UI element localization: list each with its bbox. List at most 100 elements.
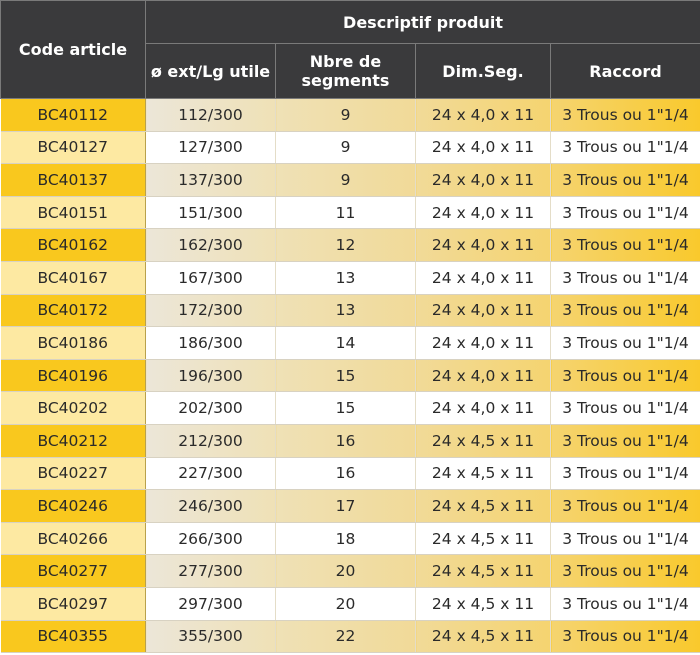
cell-raccord: 3 Trous ou 1"1/4 xyxy=(550,489,700,523)
table-row: BC40202 202/300 15 24 x 4,0 x 11 3 Trous ou … xyxy=(0,391,700,425)
cell-nbre-segments: 20 xyxy=(275,554,416,588)
cell-nbre-segments: 16 xyxy=(275,457,416,491)
cell-code-article: BC40172 xyxy=(0,294,146,328)
header-ext-lg: ø ext/Lg utile xyxy=(145,43,276,99)
cell-ext-lg: 172/300 xyxy=(145,294,276,328)
cell-nbre-segments: 14 xyxy=(275,326,416,360)
cell-ext-lg: 196/300 xyxy=(145,359,276,393)
cell-code-article: BC40277 xyxy=(0,554,146,588)
cell-nbre-segments: 12 xyxy=(275,228,416,262)
cell-code-article: BC40186 xyxy=(0,326,146,360)
cell-nbre-segments: 15 xyxy=(275,391,416,425)
header-raccord: Raccord xyxy=(549,43,700,99)
cell-nbre-segments: 11 xyxy=(275,196,416,230)
cell-nbre-segments: 17 xyxy=(275,489,416,523)
cell-raccord: 3 Trous ou 1"1/4 xyxy=(550,620,700,654)
cell-ext-lg: 212/300 xyxy=(145,424,276,458)
cell-nbre-segments: 9 xyxy=(275,131,416,165)
table-row: BC40137 137/300 9 24 x 4,0 x 11 3 Trous ou 1… xyxy=(0,163,700,197)
cell-ext-lg: 112/300 xyxy=(145,98,276,132)
cell-nbre-segments: 15 xyxy=(275,359,416,393)
table-row: BC40151 151/300 11 24 x 4,0 x 11 3 Trous ou … xyxy=(0,196,700,230)
cell-dim-seg: 24 x 4,5 x 11 xyxy=(415,522,551,556)
cell-raccord: 3 Trous ou 1"1/4 xyxy=(550,326,700,360)
table-row: BC40227 227/300 16 24 x 4,5 x 11 3 Trous ou … xyxy=(0,457,700,491)
table-body: BC40112 112/300 9 24 x 4,0 x 11 3 Trous ou 1… xyxy=(0,98,700,654)
cell-dim-seg: 24 x 4,0 x 11 xyxy=(415,359,551,393)
table-row: BC40246 246/300 17 24 x 4,5 x 11 3 Trous ou … xyxy=(0,489,700,523)
header-descriptif-produit: Descriptif produit xyxy=(144,0,700,44)
table-row: BC40196 196/300 15 24 x 4,0 x 11 3 Trous ou … xyxy=(0,359,700,393)
cell-dim-seg: 24 x 4,5 x 11 xyxy=(415,587,551,621)
cell-raccord: 3 Trous ou 1"1/4 xyxy=(550,228,700,262)
cell-dim-seg: 24 x 4,0 x 11 xyxy=(415,163,551,197)
cell-raccord: 3 Trous ou 1"1/4 xyxy=(550,294,700,328)
cell-raccord: 3 Trous ou 1"1/4 xyxy=(550,196,700,230)
table-row: BC40172 172/300 13 24 x 4,0 x 11 3 Trous ou … xyxy=(0,294,700,328)
cell-ext-lg: 227/300 xyxy=(145,457,276,491)
table-row: BC40297 297/300 20 24 x 4,5 x 11 3 Trous ou … xyxy=(0,587,700,621)
cell-code-article: BC40196 xyxy=(0,359,146,393)
cell-raccord: 3 Trous ou 1"1/4 xyxy=(550,457,700,491)
table-row: BC40167 167/300 13 24 x 4,0 x 11 3 Trous ou … xyxy=(0,261,700,295)
table-header: Code article Descriptif produit ø ext/Lg… xyxy=(0,0,700,99)
cell-nbre-segments: 13 xyxy=(275,261,416,295)
cell-raccord: 3 Trous ou 1"1/4 xyxy=(550,587,700,621)
cell-raccord: 3 Trous ou 1"1/4 xyxy=(550,554,700,588)
cell-dim-seg: 24 x 4,5 x 11 xyxy=(415,620,551,654)
cell-raccord: 3 Trous ou 1"1/4 xyxy=(550,391,700,425)
cell-ext-lg: 162/300 xyxy=(145,228,276,262)
table-row: BC40266 266/300 18 24 x 4,5 x 11 3 Trous ou … xyxy=(0,522,700,556)
cell-nbre-segments: 20 xyxy=(275,587,416,621)
cell-ext-lg: 355/300 xyxy=(145,620,276,654)
cell-nbre-segments: 9 xyxy=(275,98,416,132)
cell-dim-seg: 24 x 4,0 x 11 xyxy=(415,98,551,132)
cell-raccord: 3 Trous ou 1"1/4 xyxy=(550,424,700,458)
table-row: BC40212 212/300 16 24 x 4,5 x 11 3 Trous ou … xyxy=(0,424,700,458)
header-dim-seg: Dim.Seg. xyxy=(415,43,551,99)
cell-code-article: BC40227 xyxy=(0,457,146,491)
cell-ext-lg: 151/300 xyxy=(145,196,276,230)
cell-code-article: BC40162 xyxy=(0,228,146,262)
cell-nbre-segments: 22 xyxy=(275,620,416,654)
cell-code-article: BC40151 xyxy=(0,196,146,230)
cell-code-article: BC40246 xyxy=(0,489,146,523)
cell-raccord: 3 Trous ou 1"1/4 xyxy=(550,359,700,393)
header-code-article: Code article xyxy=(0,0,146,99)
table-row: BC40186 186/300 14 24 x 4,0 x 11 3 Trous ou … xyxy=(0,326,700,360)
table-row: BC40127 127/300 9 24 x 4,0 x 11 3 Trous ou 1… xyxy=(0,131,700,165)
cell-nbre-segments: 13 xyxy=(275,294,416,328)
cell-dim-seg: 24 x 4,5 x 11 xyxy=(415,424,551,458)
cell-nbre-segments: 16 xyxy=(275,424,416,458)
header-nbre-segments: Nbre de segments xyxy=(275,43,416,99)
cell-code-article: BC40266 xyxy=(0,522,146,556)
cell-raccord: 3 Trous ou 1"1/4 xyxy=(550,261,700,295)
cell-raccord: 3 Trous ou 1"1/4 xyxy=(550,163,700,197)
cell-dim-seg: 24 x 4,0 x 11 xyxy=(415,294,551,328)
cell-dim-seg: 24 x 4,0 x 11 xyxy=(415,228,551,262)
cell-ext-lg: 277/300 xyxy=(145,554,276,588)
cell-code-article: BC40355 xyxy=(0,620,146,654)
cell-code-article: BC40127 xyxy=(0,131,146,165)
cell-ext-lg: 202/300 xyxy=(145,391,276,425)
cell-dim-seg: 24 x 4,5 x 11 xyxy=(415,457,551,491)
cell-dim-seg: 24 x 4,0 x 11 xyxy=(415,326,551,360)
cell-ext-lg: 266/300 xyxy=(145,522,276,556)
cell-nbre-segments: 18 xyxy=(275,522,416,556)
cell-ext-lg: 167/300 xyxy=(145,261,276,295)
cell-ext-lg: 127/300 xyxy=(145,131,276,165)
cell-code-article: BC40112 xyxy=(0,98,146,132)
cell-ext-lg: 186/300 xyxy=(145,326,276,360)
cell-dim-seg: 24 x 4,0 x 11 xyxy=(415,131,551,165)
cell-raccord: 3 Trous ou 1"1/4 xyxy=(550,131,700,165)
cell-dim-seg: 24 x 4,5 x 11 xyxy=(415,554,551,588)
cell-code-article: BC40137 xyxy=(0,163,146,197)
cell-code-article: BC40212 xyxy=(0,424,146,458)
cell-dim-seg: 24 x 4,0 x 11 xyxy=(415,391,551,425)
table-row: BC40162 162/300 12 24 x 4,0 x 11 3 Trous ou … xyxy=(0,228,700,262)
cell-dim-seg: 24 x 4,0 x 11 xyxy=(415,196,551,230)
cell-code-article: BC40202 xyxy=(0,391,146,425)
cell-ext-lg: 246/300 xyxy=(145,489,276,523)
cell-nbre-segments: 9 xyxy=(275,163,416,197)
cell-code-article: BC40167 xyxy=(0,261,146,295)
